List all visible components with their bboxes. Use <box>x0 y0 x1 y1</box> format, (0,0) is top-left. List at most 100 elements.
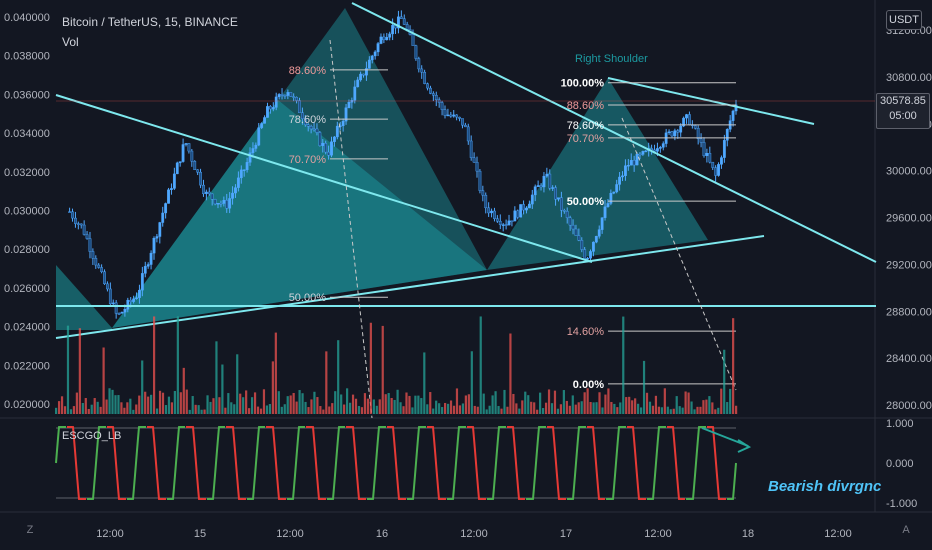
volume-bar <box>622 316 625 414</box>
candle-body <box>263 117 266 124</box>
candle-body <box>417 58 421 70</box>
candle-body <box>632 160 636 166</box>
volume-bar <box>408 395 411 414</box>
volume-bar <box>405 392 408 414</box>
volume-bar <box>84 398 87 414</box>
oscillator-red-segment <box>226 426 246 500</box>
volume-bar <box>304 401 307 414</box>
candle-body <box>594 236 598 243</box>
left-axis-tick: 0.032000 <box>4 167 50 179</box>
candle-body <box>600 217 604 230</box>
oscillator-red-segment <box>107 426 126 500</box>
oscillator-axis-tick: 0.000 <box>886 458 914 470</box>
candle-body <box>132 298 136 302</box>
candle-body <box>100 267 104 272</box>
descending-trendline-top <box>351 2 877 263</box>
candle-body <box>621 175 624 178</box>
volume-bar <box>610 401 613 414</box>
candle-body <box>405 24 409 30</box>
projection-lines <box>329 39 737 419</box>
candle-body <box>615 184 619 193</box>
candle-body <box>711 161 715 168</box>
timezone-button[interactable]: Z <box>26 524 34 536</box>
time-axis-tick: 15 <box>194 528 206 540</box>
volume-bar <box>78 328 81 414</box>
volume-bar <box>286 396 289 414</box>
volume-bar <box>176 316 179 414</box>
candle-body <box>213 199 217 205</box>
volume-bar <box>147 396 150 414</box>
volume-bar <box>233 404 236 414</box>
volume-bar <box>69 409 73 414</box>
volume-bar <box>583 392 586 414</box>
candle-body <box>353 86 357 101</box>
candle-body <box>571 224 575 230</box>
volume-bar <box>494 391 497 414</box>
candle-body <box>565 211 569 218</box>
oscillator-axis: 1.000 0.000 -1.000 <box>886 418 917 510</box>
time-axis-tick: 12:00 <box>460 528 488 540</box>
volume-bar <box>242 397 245 414</box>
candle-body <box>434 95 438 101</box>
candle-body <box>199 171 202 186</box>
volume-bar <box>464 395 467 414</box>
volume-bar <box>206 395 209 414</box>
volume-bar <box>375 405 378 414</box>
candle-body <box>138 289 141 298</box>
volume-bar <box>188 409 191 414</box>
volume-bar <box>310 399 313 414</box>
candle-body <box>481 190 485 196</box>
volume-bar <box>236 354 239 414</box>
candle-body <box>204 191 208 194</box>
volume-bar <box>245 390 248 414</box>
volume-bar <box>429 392 432 414</box>
candle-body <box>324 142 328 153</box>
last-price-value: 30578.85 <box>880 95 926 107</box>
candle-body <box>530 194 534 205</box>
left-axis-tick: 0.038000 <box>4 51 50 63</box>
candle-body <box>504 224 508 226</box>
candle-body <box>321 142 325 146</box>
candle-body <box>720 157 723 165</box>
currency-button[interactable]: USDT <box>886 10 922 30</box>
volume-bar <box>271 361 274 414</box>
candle-body <box>202 184 205 194</box>
fib-level-label: 70.70% <box>289 154 327 166</box>
volume-bar <box>265 405 269 414</box>
candle-body <box>347 102 351 108</box>
volume-bar <box>595 402 598 414</box>
fib-level-label: 50.00% <box>289 292 327 304</box>
volume-bar <box>509 333 512 414</box>
candle-body <box>164 203 168 214</box>
candle-body <box>539 185 543 188</box>
candle-body <box>298 100 301 113</box>
volume-bar <box>316 397 319 414</box>
candle-body <box>495 218 499 222</box>
volume-bar <box>203 409 206 414</box>
candle-body <box>385 37 389 41</box>
candle-body <box>135 297 138 299</box>
volume-bar <box>230 402 233 414</box>
volume-bar <box>530 401 533 414</box>
auto-scale-button[interactable]: A <box>902 524 910 536</box>
volume-bar <box>637 403 640 414</box>
left-axis-tick: 0.030000 <box>4 206 50 218</box>
fib-level-label: 70.70% <box>567 133 605 145</box>
divergence-arrow-line <box>701 427 749 447</box>
candle-body <box>318 132 322 146</box>
volume-bar <box>533 402 536 414</box>
candle-body <box>397 16 400 29</box>
candle-body <box>399 16 403 19</box>
volume-bar <box>506 406 509 414</box>
oscillator-red-segment <box>186 426 206 500</box>
volume-bar <box>138 395 141 414</box>
candle-body <box>248 152 252 163</box>
volume-bar <box>72 406 76 414</box>
volume-bar <box>687 392 690 414</box>
volume-bar <box>111 389 114 414</box>
candle-body <box>475 162 479 172</box>
volume-bar <box>132 409 135 414</box>
oscillator-green-segment <box>727 462 737 500</box>
candle-body <box>402 18 406 25</box>
